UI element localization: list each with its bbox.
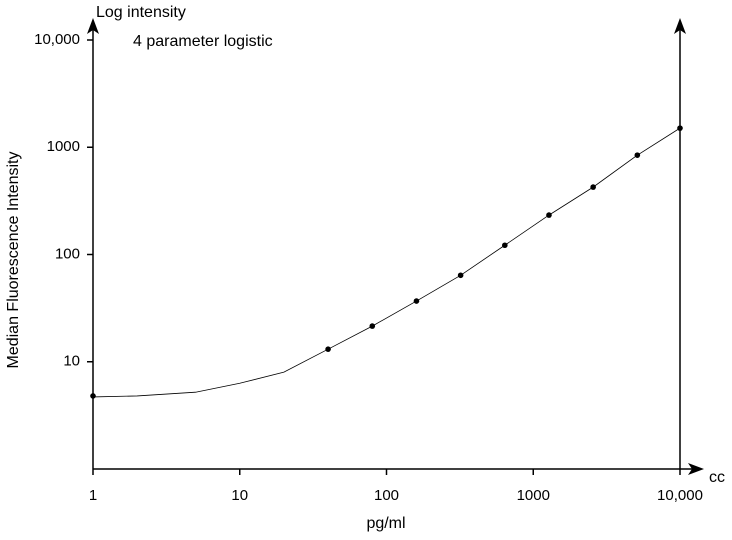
data-point xyxy=(502,242,508,249)
data-point xyxy=(590,184,596,190)
y-label: Median Fluorescence Intensity xyxy=(5,152,22,369)
y-tick-label: 1000 xyxy=(47,138,80,155)
y-tick-label: 100 xyxy=(55,245,80,262)
data-point xyxy=(325,346,331,352)
data-point xyxy=(634,152,641,158)
y-tick-label: 10,000 xyxy=(34,31,80,48)
data-point xyxy=(546,212,552,218)
y-tick-label: 10 xyxy=(63,353,80,370)
data-point xyxy=(369,323,376,329)
right-axis-arrow xyxy=(674,18,686,34)
y-axis-arrow xyxy=(87,18,99,34)
data-point xyxy=(677,125,683,131)
x-axis-arrow xyxy=(688,463,704,475)
x-tick-label: 100 xyxy=(374,487,399,504)
fit-curve xyxy=(92,127,681,398)
x-tick-label: 10,000 xyxy=(657,487,703,504)
chart-title: 4 parameter logistic xyxy=(133,33,273,50)
x-axis-end-label: cc xyxy=(709,469,725,486)
x-tick-label: 10 xyxy=(231,487,248,504)
data-point xyxy=(413,298,420,304)
x-label: pg/ml xyxy=(366,515,405,532)
data-point xyxy=(90,393,96,399)
x-tick-label: 1 xyxy=(89,487,97,504)
data-point xyxy=(457,272,464,279)
y-axis-title: Log intensity xyxy=(96,4,186,21)
x-tick-label: 1000 xyxy=(517,487,550,504)
